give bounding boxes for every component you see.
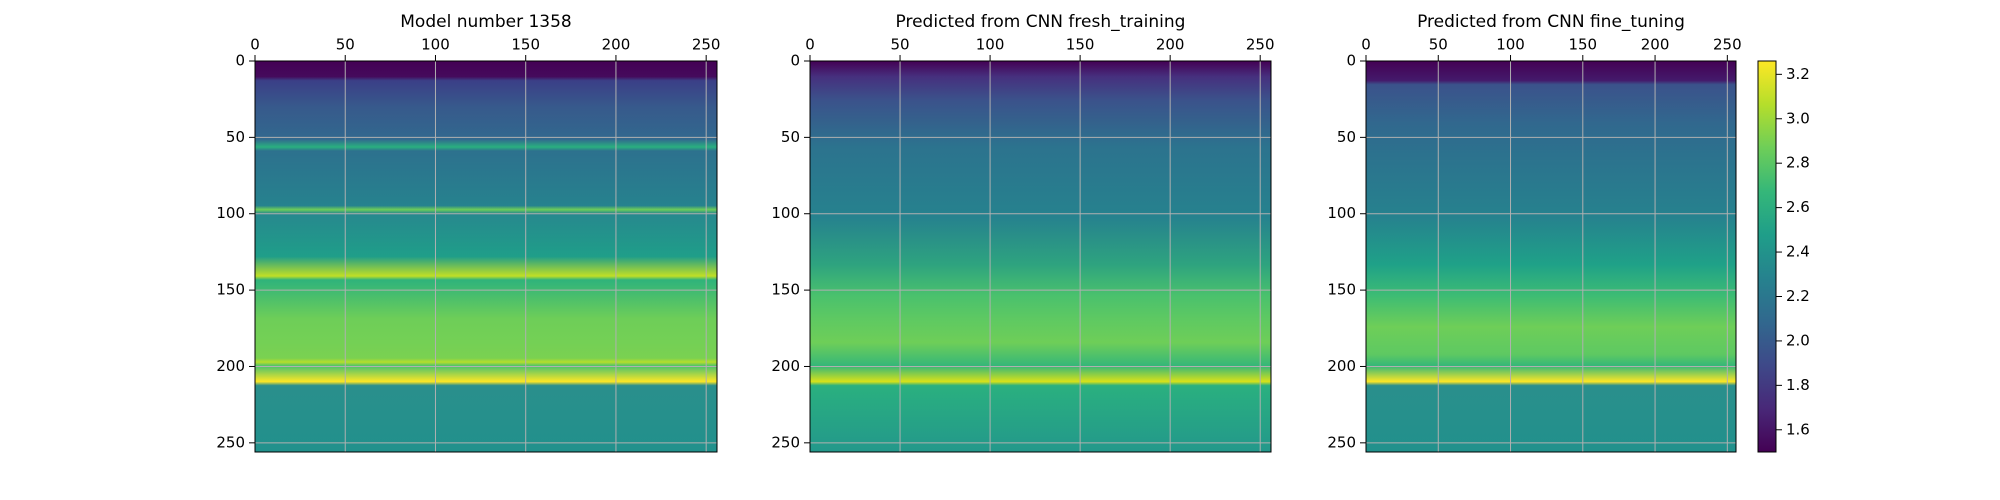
y-tick-label: 100 [216, 204, 245, 222]
x-tick-label: 250 [692, 36, 721, 54]
x-tick-label: 100 [976, 36, 1005, 54]
x-tick-label: 50 [336, 36, 355, 54]
x-tick-label: 50 [890, 36, 909, 54]
colorbar-tick-label: 3.2 [1786, 65, 1810, 83]
y-tick-label: 200 [771, 357, 800, 375]
y-tick-label: 250 [771, 433, 800, 451]
y-tick-label: 0 [235, 52, 245, 70]
x-tick-label: 150 [511, 36, 540, 54]
colorbar-tick-label: 2.2 [1786, 287, 1810, 305]
y-tick-label: 150 [771, 281, 800, 299]
panel-title: Predicted from CNN fine_tuning [1417, 12, 1685, 32]
y-tick-label: 200 [1327, 357, 1356, 375]
x-tick-label: 100 [1496, 36, 1525, 54]
heatmap-image [255, 61, 717, 452]
colorbar-tick-label: 2.0 [1786, 331, 1810, 349]
y-tick-label: 0 [1346, 52, 1356, 70]
y-tick-label: 50 [781, 128, 800, 146]
y-tick-label: 200 [216, 357, 245, 375]
colorbar-tick-label: 2.6 [1786, 198, 1810, 216]
x-tick-label: 150 [1568, 36, 1597, 54]
y-tick-label: 50 [1337, 128, 1356, 146]
x-tick-label: 50 [1429, 36, 1448, 54]
x-tick-label: 200 [1156, 36, 1185, 54]
x-tick-label: 100 [421, 36, 450, 54]
axes-frame [809, 60, 1272, 453]
y-tick-label: 250 [216, 433, 245, 451]
y-tick-label: 150 [1327, 281, 1356, 299]
colorbar-tick-label: 1.6 [1786, 420, 1810, 438]
y-tick-label: 150 [216, 281, 245, 299]
colorbar-tick-label: 3.0 [1786, 109, 1810, 127]
colorbar-tick-label: 2.8 [1786, 154, 1810, 172]
colorbar-tick-label: 1.8 [1786, 376, 1810, 394]
x-tick-label: 200 [1641, 36, 1670, 54]
x-tick-label: 250 [1713, 36, 1742, 54]
colorbar-tick-label: 2.4 [1786, 243, 1810, 261]
x-tick-label: 150 [1066, 36, 1095, 54]
y-tick-label: 50 [226, 128, 245, 146]
x-tick-label: 0 [1361, 36, 1371, 54]
axes-frame [1365, 60, 1737, 453]
x-tick-label: 0 [805, 36, 815, 54]
panel-title: Model number 1358 [400, 12, 571, 32]
x-tick-label: 0 [250, 36, 260, 54]
axes-frame [254, 60, 718, 453]
x-tick-label: 250 [1246, 36, 1275, 54]
y-tick-label: 0 [790, 52, 800, 70]
y-tick-label: 250 [1327, 433, 1356, 451]
x-tick-label: 200 [602, 36, 631, 54]
colorbar [1757, 60, 1777, 453]
heatmap-image [1366, 61, 1736, 452]
heatmap-image [810, 61, 1271, 452]
y-tick-label: 100 [771, 204, 800, 222]
panel-title: Predicted from CNN fresh_training [896, 12, 1186, 32]
y-tick-label: 100 [1327, 204, 1356, 222]
